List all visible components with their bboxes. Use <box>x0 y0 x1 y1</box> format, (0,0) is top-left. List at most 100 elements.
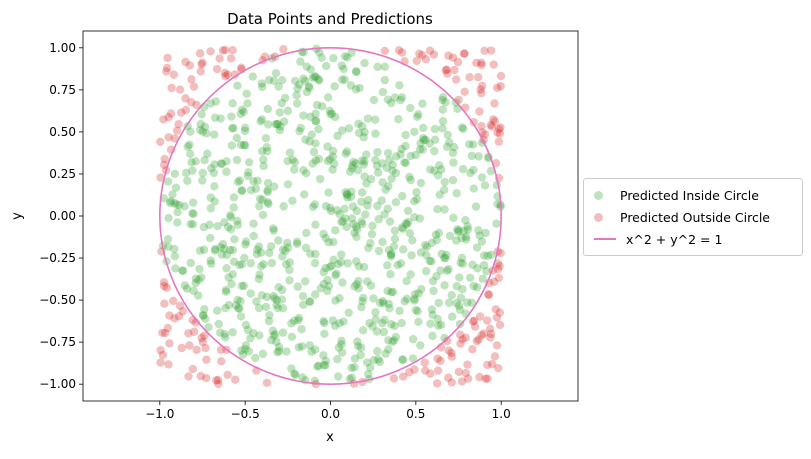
point-predicted-outside <box>159 281 169 291</box>
point-predicted-outside <box>397 48 407 57</box>
point-predicted-inside <box>469 281 478 291</box>
point-predicted-inside <box>486 166 496 176</box>
point-predicted-inside <box>239 281 248 291</box>
point-predicted-inside <box>332 269 341 278</box>
point-predicted-inside <box>492 219 501 228</box>
point-predicted-outside <box>490 99 499 108</box>
point-predicted-outside <box>455 330 465 339</box>
point-predicted-inside <box>206 259 216 268</box>
point-predicted-inside <box>390 321 399 331</box>
point-predicted-inside <box>354 284 363 293</box>
point-predicted-inside <box>240 253 249 263</box>
point-predicted-outside <box>470 322 480 331</box>
point-predicted-outside <box>444 346 453 355</box>
point-predicted-outside <box>192 100 201 110</box>
point-predicted-inside <box>438 105 448 114</box>
point-predicted-inside <box>386 98 396 108</box>
point-predicted-outside <box>447 352 456 361</box>
point-predicted-inside <box>164 242 173 251</box>
point-predicted-inside <box>310 345 320 354</box>
point-predicted-inside <box>306 65 315 74</box>
point-predicted-outside <box>461 103 470 112</box>
point-predicted-inside <box>206 193 215 202</box>
point-predicted-inside <box>384 299 394 309</box>
point-predicted-inside <box>236 296 245 306</box>
point-predicted-inside <box>211 97 221 106</box>
point-predicted-inside <box>436 320 446 330</box>
point-predicted-inside <box>357 302 366 312</box>
point-predicted-inside <box>308 202 318 212</box>
point-predicted-inside <box>335 319 344 328</box>
point-predicted-outside <box>451 75 461 84</box>
point-predicted-inside <box>337 75 347 84</box>
point-predicted-inside <box>463 225 473 234</box>
point-predicted-outside <box>475 107 484 116</box>
point-predicted-outside <box>162 63 172 73</box>
point-predicted-inside <box>390 226 400 235</box>
point-predicted-inside <box>221 287 231 297</box>
point-predicted-inside <box>463 222 472 231</box>
point-predicted-outside <box>470 316 479 326</box>
point-predicted-outside <box>486 329 496 339</box>
point-predicted-inside <box>178 266 187 275</box>
point-predicted-inside <box>235 260 244 270</box>
point-predicted-inside <box>379 299 388 308</box>
point-predicted-outside <box>206 47 215 56</box>
point-predicted-inside <box>373 62 382 72</box>
point-predicted-outside <box>483 360 492 370</box>
point-predicted-inside <box>380 210 389 219</box>
point-predicted-inside <box>246 334 255 343</box>
point-predicted-inside <box>337 348 347 357</box>
point-predicted-inside <box>255 331 264 340</box>
point-predicted-outside <box>475 312 485 321</box>
point-predicted-inside <box>438 95 447 105</box>
point-predicted-outside <box>490 352 500 361</box>
point-predicted-outside <box>486 46 496 55</box>
point-predicted-inside <box>388 160 398 169</box>
point-predicted-inside <box>240 126 250 136</box>
point-predicted-outside <box>158 328 167 337</box>
point-predicted-inside <box>206 99 215 108</box>
point-predicted-outside <box>476 85 485 94</box>
point-predicted-inside <box>419 123 428 133</box>
point-predicted-outside <box>461 368 471 378</box>
point-predicted-inside <box>321 263 330 273</box>
point-predicted-outside <box>453 57 463 67</box>
point-predicted-inside <box>400 158 409 167</box>
point-predicted-inside <box>251 353 260 363</box>
point-predicted-outside <box>477 81 487 91</box>
point-predicted-inside <box>262 146 272 156</box>
point-predicted-inside <box>204 323 213 332</box>
point-predicted-inside <box>222 264 231 273</box>
point-predicted-inside <box>283 180 293 189</box>
point-predicted-inside <box>343 259 352 268</box>
point-predicted-inside <box>301 76 310 86</box>
point-predicted-inside <box>354 119 363 129</box>
point-predicted-outside <box>492 313 502 322</box>
point-predicted-outside <box>167 83 176 93</box>
point-predicted-inside <box>414 317 423 327</box>
point-predicted-inside <box>367 229 377 239</box>
point-predicted-inside <box>360 157 369 166</box>
point-predicted-inside <box>440 253 449 263</box>
point-predicted-outside <box>181 57 190 67</box>
point-predicted-inside <box>409 197 419 206</box>
point-predicted-inside <box>348 160 357 170</box>
point-predicted-inside <box>442 250 451 260</box>
point-predicted-inside <box>372 327 382 336</box>
point-predicted-inside <box>373 347 382 356</box>
point-predicted-inside <box>305 83 314 93</box>
point-predicted-inside <box>224 273 233 282</box>
point-predicted-outside <box>159 115 168 124</box>
point-predicted-inside <box>458 259 467 268</box>
point-predicted-inside <box>325 262 335 272</box>
point-predicted-outside <box>169 296 178 306</box>
point-predicted-inside <box>173 207 182 217</box>
point-predicted-inside <box>364 243 373 253</box>
point-predicted-inside <box>343 189 352 199</box>
point-predicted-inside <box>302 87 312 97</box>
point-predicted-inside <box>305 341 314 350</box>
point-predicted-inside <box>228 245 238 255</box>
point-predicted-outside <box>184 329 193 338</box>
point-predicted-outside <box>226 54 236 63</box>
